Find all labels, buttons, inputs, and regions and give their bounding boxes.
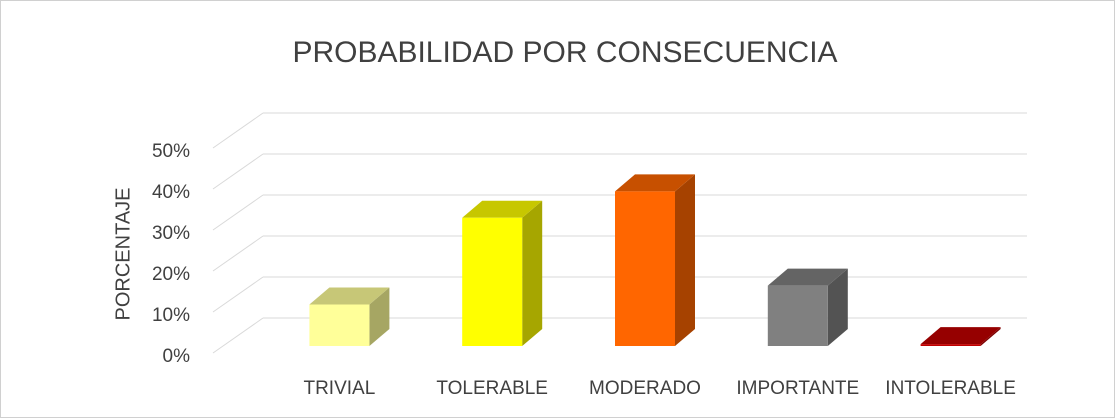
bar-top <box>920 327 1001 345</box>
grid-line <box>212 153 264 190</box>
x-tick-label: INTOLERABLE <box>885 378 1016 399</box>
bar <box>767 268 848 346</box>
bar-front <box>615 191 675 346</box>
bar <box>615 174 695 346</box>
grid-line <box>212 276 264 313</box>
y-tick-label: 30% <box>152 223 190 244</box>
y-tick-label: 20% <box>152 264 190 285</box>
bar-side <box>827 268 848 346</box>
y-tick-label: 40% <box>152 182 190 203</box>
x-tick-label: MODERADO <box>589 378 701 399</box>
bar-side <box>369 287 390 346</box>
y-tick-label: 50% <box>152 141 190 162</box>
y-tick-label: 0% <box>163 346 191 367</box>
grid-line <box>212 317 264 354</box>
grid-line <box>212 112 264 149</box>
bar-front <box>767 285 828 346</box>
bar-front <box>920 344 981 346</box>
bar-top <box>767 268 848 286</box>
bar <box>309 287 390 346</box>
x-tick-label: IMPORTANTE <box>736 378 859 399</box>
bar <box>462 200 543 346</box>
bar-front <box>309 304 370 346</box>
grid-line <box>212 194 264 231</box>
bar-top <box>462 200 543 218</box>
y-axis-label: PORCENTAJE <box>112 188 134 321</box>
x-tick-label: TOLERABLE <box>436 378 548 399</box>
chart-title: PROBABILIDAD POR CONSECUENCIA <box>292 36 837 69</box>
bar-top <box>309 287 390 305</box>
bar-side <box>980 327 1001 346</box>
bar-front <box>462 217 523 346</box>
bar-top <box>615 174 695 192</box>
grid-line <box>212 235 264 272</box>
bar-side <box>675 174 695 346</box>
bar-side <box>522 200 543 346</box>
x-tick-label: TRIVIAL <box>303 378 375 399</box>
bar <box>920 327 1001 346</box>
y-tick-label: 10% <box>152 305 190 326</box>
